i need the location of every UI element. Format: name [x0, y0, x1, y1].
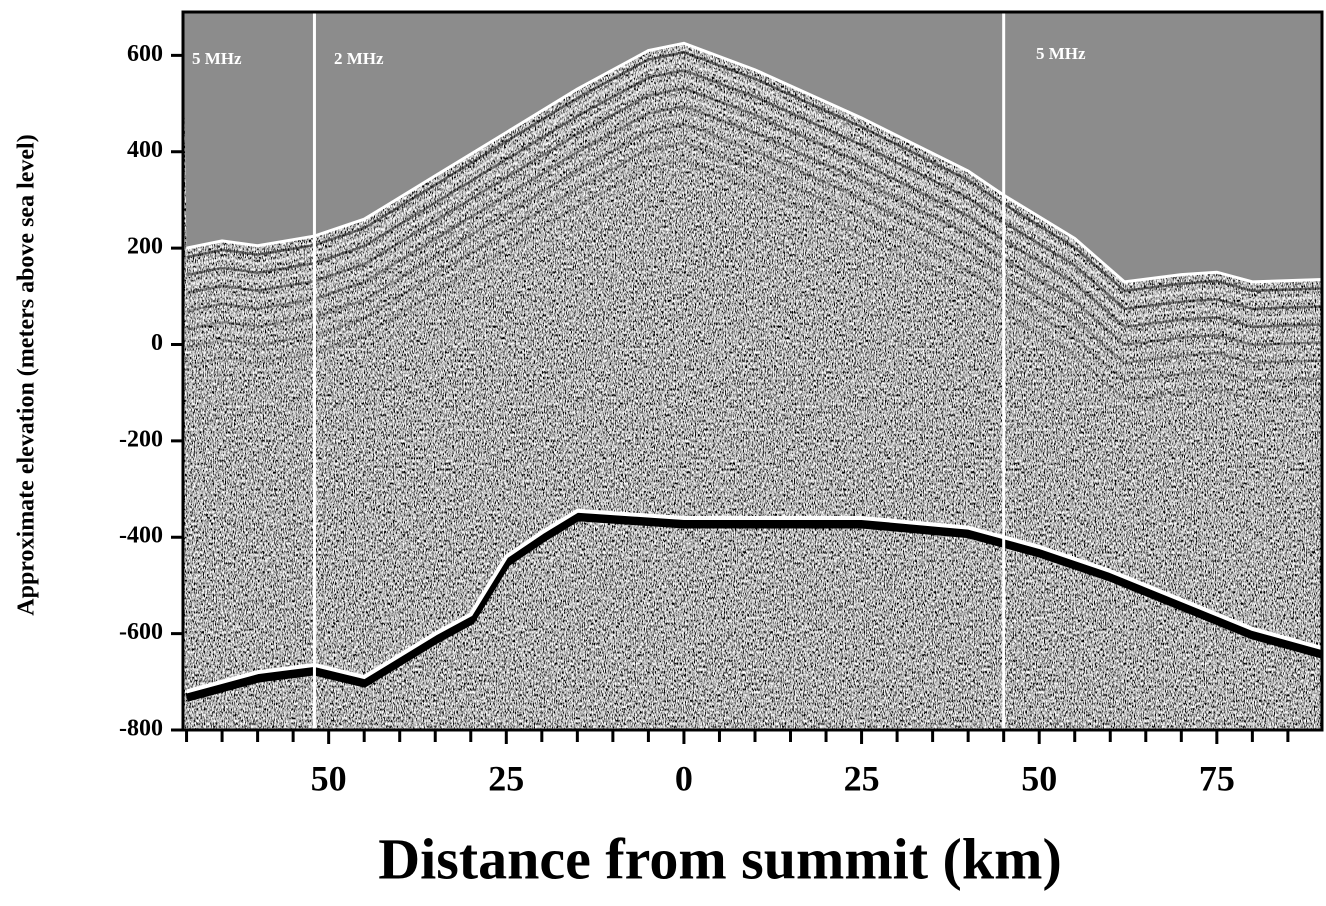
- basal-reflector: [186, 508, 1322, 694]
- internal-layer: [186, 132, 1322, 374]
- internal-layer: [186, 51, 1322, 293]
- surface-echo: [186, 41, 1322, 284]
- y-tick-label: -600: [119, 619, 163, 645]
- y-tick-label: 200: [127, 234, 163, 260]
- internal-layer: [186, 87, 1322, 329]
- x-tick-label: 0: [675, 758, 693, 798]
- y-axis-title: Approximate elevation (meters above sea …: [14, 134, 40, 615]
- internal-layer: [186, 168, 1322, 410]
- y-tick-label: -200: [119, 426, 163, 452]
- y-tick-label: 400: [127, 137, 163, 163]
- internal-layer: [186, 60, 1322, 302]
- y-tick-label: -400: [119, 523, 163, 549]
- frequency-label: 5 MHz: [1036, 44, 1086, 63]
- x-tick-label: 25: [844, 758, 880, 798]
- internal-layer: [186, 150, 1322, 392]
- x-tick-label: 75: [1199, 758, 1235, 798]
- y-tick-label: 0: [151, 330, 163, 356]
- internal-layer: [186, 69, 1322, 311]
- internal-layer: [186, 105, 1322, 347]
- basal-shadow: [185, 512, 1322, 702]
- frequency-label: 5 MHz: [192, 49, 242, 68]
- x-tick-label: 50: [311, 758, 347, 798]
- internal-layer: [186, 114, 1322, 356]
- internal-layer: [186, 96, 1322, 338]
- plot-area: [183, 12, 1322, 730]
- y-tick-label: -800: [119, 716, 163, 742]
- internal-layer: [186, 159, 1322, 401]
- internal-layer: [186, 78, 1322, 320]
- y-tick-label: 600: [127, 41, 163, 67]
- internal-layer: [186, 141, 1322, 383]
- frequency-label: 2 MHz: [334, 49, 384, 68]
- internal-layer: [186, 123, 1322, 365]
- x-axis-title: Distance from summit (km): [378, 826, 1062, 891]
- plot-frame: [181, 10, 1324, 732]
- x-tick-label: 50: [1021, 758, 1057, 798]
- x-tick-label: 25: [488, 758, 524, 798]
